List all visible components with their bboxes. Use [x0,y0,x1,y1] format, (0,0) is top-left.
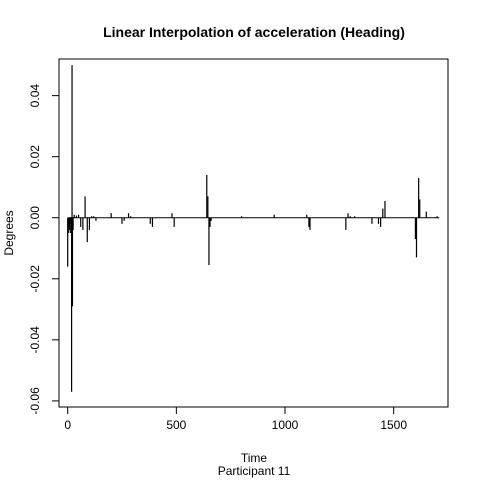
y-tick-label: 0.00 [28,206,42,230]
y-tick-label: 0.04 [28,84,42,108]
y-tick-label: -0.06 [28,387,42,415]
x-axis: 0 500 1000 1500 [64,406,407,432]
x-tick-label: 1500 [380,418,407,432]
y-tick-label: -0.02 [28,265,42,293]
y-tick-label: -0.04 [28,326,42,354]
y-axis-label: Degrees [2,210,16,255]
x-tick-label: 0 [64,418,71,432]
x-tick-label: 1000 [272,418,299,432]
y-tick-label: 0.02 [28,145,42,169]
y-axis: -0.06 -0.04 -0.02 0.00 0.02 0.04 [28,84,60,415]
chart-title: Linear Interpolation of acceleration (He… [103,24,405,40]
x-axis-label: Time [241,451,268,465]
x-axis-subtitle: Participant 11 [218,464,291,478]
x-tick-label: 500 [166,418,186,432]
data-series [67,65,438,392]
